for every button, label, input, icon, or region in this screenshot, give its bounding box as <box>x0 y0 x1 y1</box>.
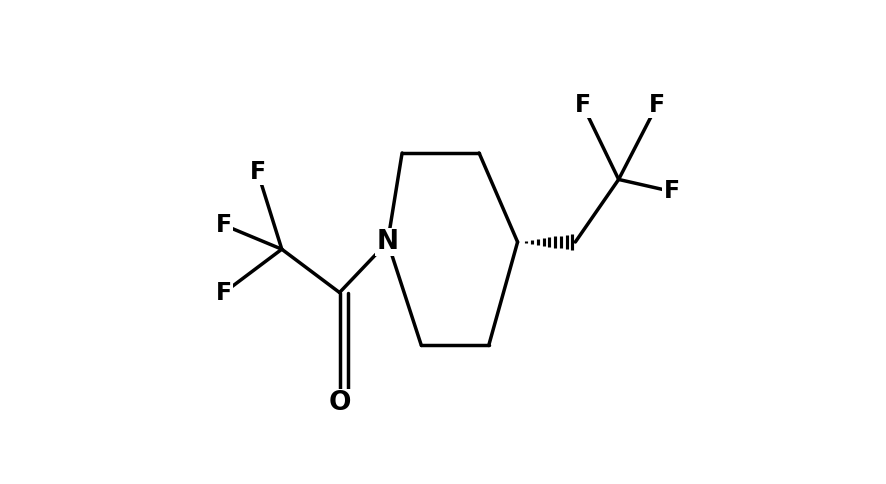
Text: F: F <box>250 160 266 184</box>
Text: F: F <box>664 180 680 203</box>
Text: F: F <box>649 93 665 117</box>
Text: F: F <box>216 281 232 304</box>
Text: F: F <box>216 213 232 237</box>
Text: F: F <box>574 93 591 117</box>
Text: O: O <box>329 390 351 416</box>
Text: N: N <box>377 229 399 255</box>
